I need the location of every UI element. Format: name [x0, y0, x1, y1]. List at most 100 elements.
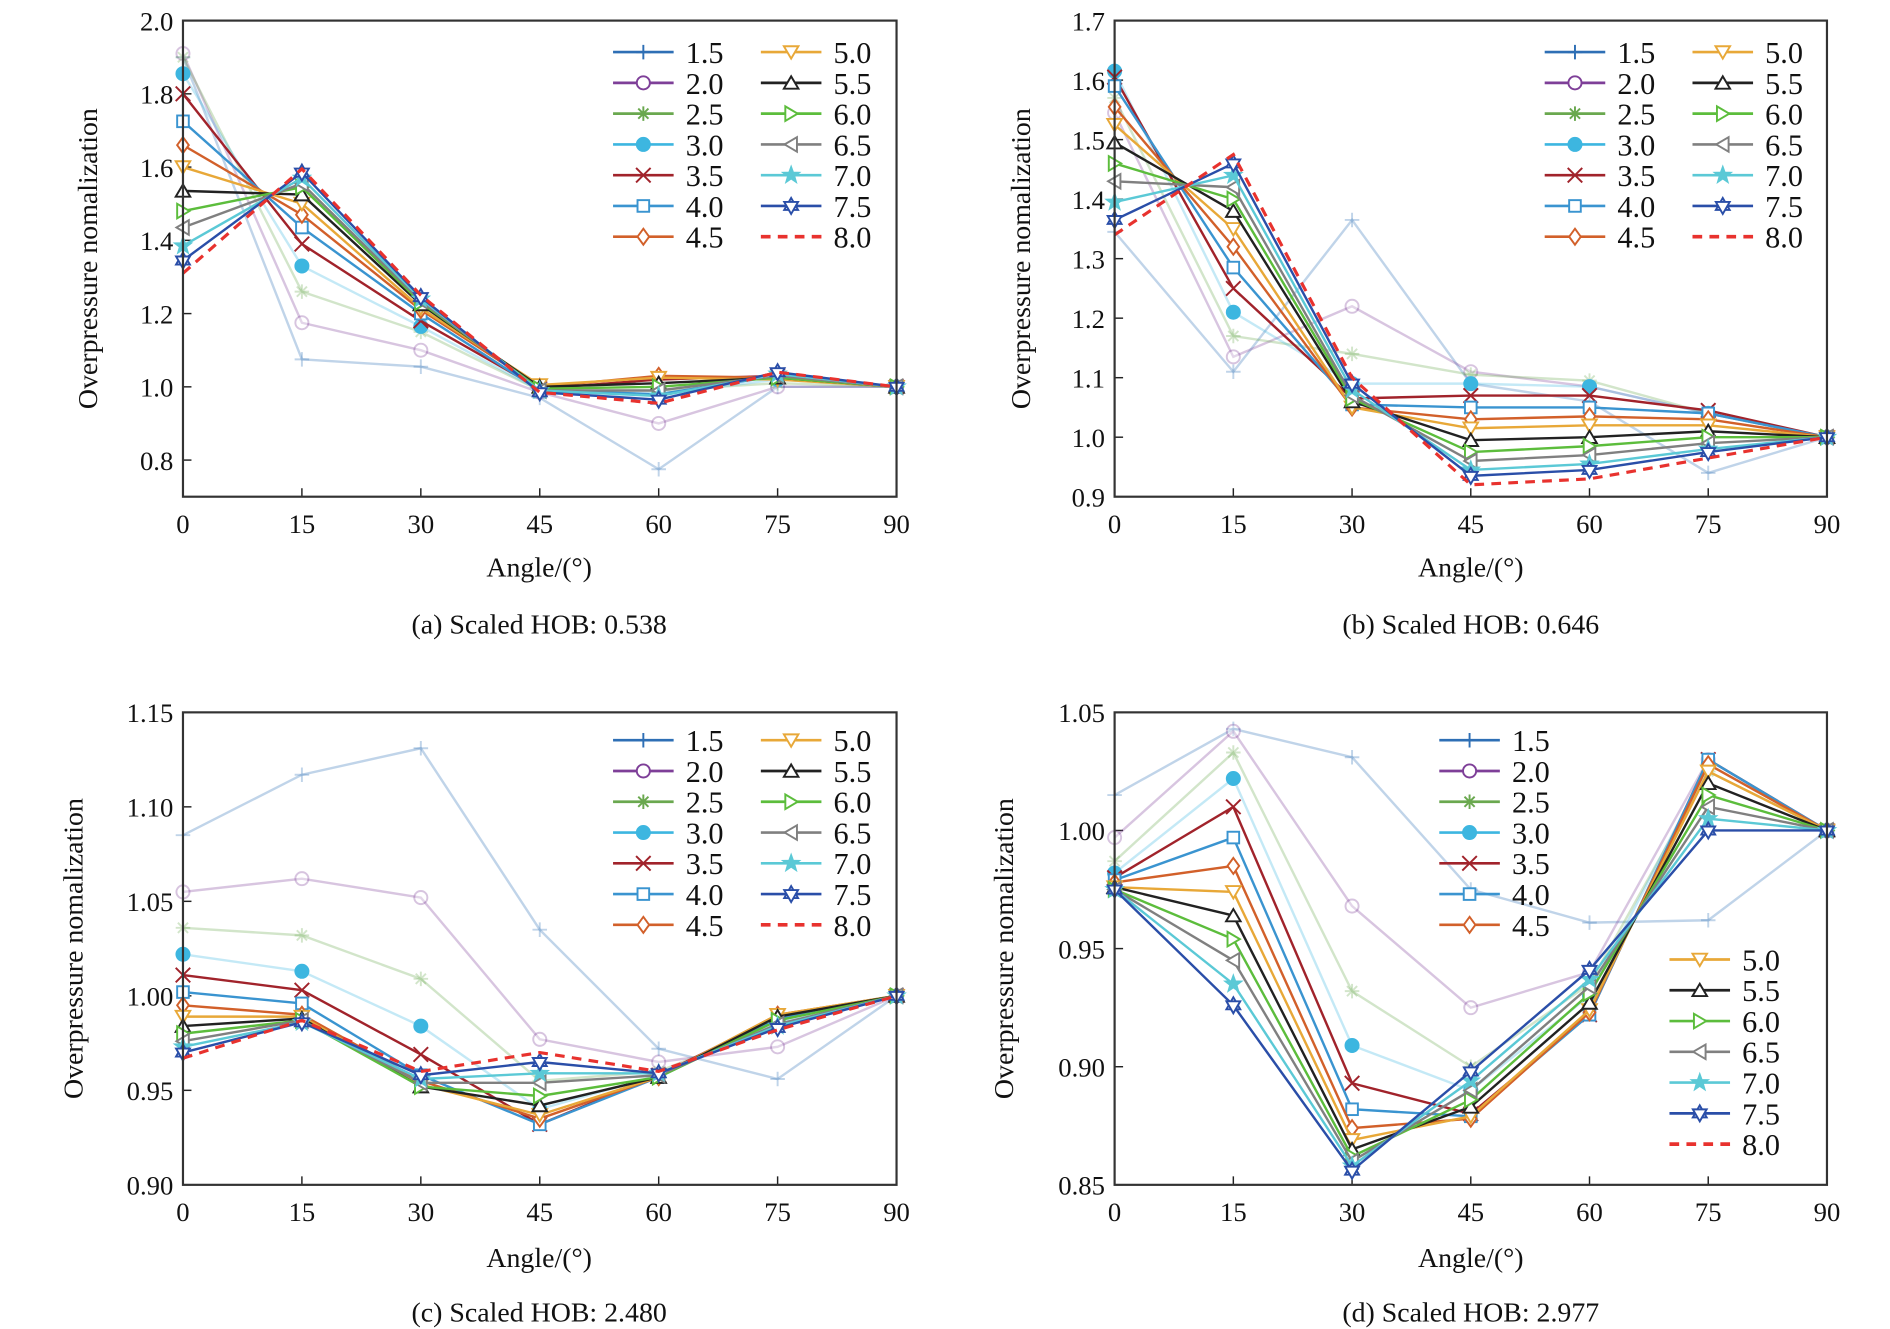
- legend-item: 5.0: [760, 724, 871, 758]
- legend-item: 4.0: [1544, 190, 1655, 224]
- x-tick-label: 15: [289, 509, 316, 539]
- y-tick-label: 0.95: [127, 1076, 174, 1106]
- legend-label: 2.5: [1617, 98, 1655, 132]
- legend-marker: [1567, 227, 1582, 247]
- hexagram-part: [1224, 1000, 1242, 1016]
- y-tick-label: 1.05: [1058, 698, 1105, 728]
- series-2.0: [1107, 105, 1835, 445]
- legend-item: 2.5: [1544, 98, 1655, 132]
- legend-item: 1.5: [1439, 724, 1550, 758]
- legend-label: 4.5: [686, 909, 724, 943]
- legend-label: 1.5: [686, 36, 724, 70]
- y-axis-label: Overpressure nomalization: [1006, 108, 1037, 409]
- legend-label: 7.5: [1742, 1097, 1780, 1131]
- y-tick-label: 1.4: [140, 226, 173, 256]
- data-point: [1463, 1000, 1479, 1016]
- legend-marker: [1692, 1012, 1709, 1031]
- data-point: [293, 982, 310, 999]
- data-point: [651, 461, 666, 477]
- x-tick-label: 45: [526, 1197, 553, 1227]
- legend-marker: [636, 887, 651, 901]
- legend-item: 6.0: [760, 786, 871, 820]
- legend-item: 4.5: [1439, 909, 1550, 943]
- legend-item: 4.0: [613, 878, 724, 912]
- chart-panel-a: 0 15 30 45 60 75 900.81.01.21.41.61.82.01.52.0…: [73, 6, 910, 640]
- series-5.5: [174, 182, 906, 394]
- series-2.5: [1107, 745, 1835, 1074]
- x-tick-label: 90: [883, 1197, 910, 1227]
- legend-item: 6.5: [1669, 1036, 1780, 1070]
- data-point: [1580, 994, 1599, 1010]
- data-point: [294, 352, 310, 367]
- legend-marker: [1689, 1071, 1711, 1092]
- y-tick-label: 0.95: [1058, 934, 1105, 964]
- plot-area: [172, 740, 907, 1133]
- data-point: [1699, 820, 1717, 841]
- x-axis-label: Angle/(°): [1418, 1243, 1524, 1274]
- data-point: [1226, 856, 1241, 876]
- legend-marker: [1690, 981, 1709, 998]
- panel-caption: (c) Scaled HOB: 2.480: [411, 1298, 666, 1329]
- legend-label: 2.5: [686, 98, 724, 132]
- x-tick-label: 0: [176, 509, 189, 539]
- data-point: [413, 342, 429, 358]
- legend-label: 7.0: [834, 847, 872, 881]
- x-axis-label: Angle/(°): [486, 1243, 592, 1274]
- legend-label: 6.5: [834, 128, 872, 162]
- legend-marker: [1712, 164, 1734, 184]
- legend-label: 1.5: [1512, 724, 1550, 758]
- legend-item: 4.0: [1439, 878, 1550, 912]
- legend-marker: [780, 852, 802, 873]
- series-markers: [175, 85, 905, 397]
- legend-marker: [1713, 45, 1732, 61]
- legend-marker: [1714, 135, 1730, 154]
- legend-marker: [1691, 1042, 1707, 1061]
- legend-marker: [782, 45, 801, 61]
- series-line: [181, 56, 897, 392]
- legend-item: 1.5: [1544, 36, 1655, 70]
- hexagram-part: [1691, 1108, 1709, 1124]
- legend-label: 3.0: [1617, 128, 1655, 162]
- legend-label: 6.0: [1765, 98, 1803, 132]
- legend-label: 3.0: [1512, 816, 1550, 850]
- data-point: [1345, 1102, 1359, 1117]
- legend-label: 8.0: [1742, 1128, 1780, 1162]
- legend-marker: [1715, 104, 1732, 123]
- legend-marker: [782, 74, 801, 90]
- legend-label: 5.5: [834, 755, 872, 789]
- legend-label: 5.0: [1742, 943, 1780, 977]
- legend-item: 8.0: [1692, 221, 1803, 255]
- legend-item: 3.0: [1544, 128, 1655, 162]
- data-point: [413, 971, 429, 987]
- hexagram-part: [1699, 447, 1717, 463]
- data-point: [294, 284, 310, 299]
- legend-item: 4.5: [613, 221, 724, 255]
- legend-item: 2.0: [1439, 755, 1550, 789]
- data-point: [770, 1039, 786, 1055]
- legend-marker: [636, 44, 651, 60]
- legend-label: 2.0: [1512, 755, 1550, 789]
- legend-label: 6.5: [1742, 1036, 1780, 1070]
- data-point: [1700, 912, 1716, 928]
- data-point: [1461, 431, 1480, 447]
- hexagram-part: [412, 1070, 430, 1086]
- series-markers: [175, 946, 905, 1117]
- data-point: [1582, 437, 1598, 456]
- y-tick-label: 1.2: [1072, 304, 1105, 334]
- legend-label: 5.0: [1765, 36, 1803, 70]
- series-5.0: [174, 160, 906, 396]
- legend-item: 7.0: [760, 847, 872, 881]
- data-point: [1699, 774, 1718, 791]
- series-line: [182, 120, 897, 396]
- legend-label: 7.5: [834, 190, 872, 224]
- legend-item: 7.5: [760, 190, 872, 224]
- legend-item: 8.0: [760, 909, 871, 943]
- x-tick-label: 90: [1814, 1197, 1841, 1227]
- legend-label: 2.5: [1512, 786, 1550, 820]
- x-tick-label: 30: [1339, 1197, 1366, 1227]
- legend-marker: [1713, 74, 1732, 90]
- data-point: [1344, 749, 1360, 765]
- legend-item: 6.0: [760, 98, 871, 132]
- data-point: [1223, 973, 1244, 993]
- legend-marker: [1461, 855, 1478, 872]
